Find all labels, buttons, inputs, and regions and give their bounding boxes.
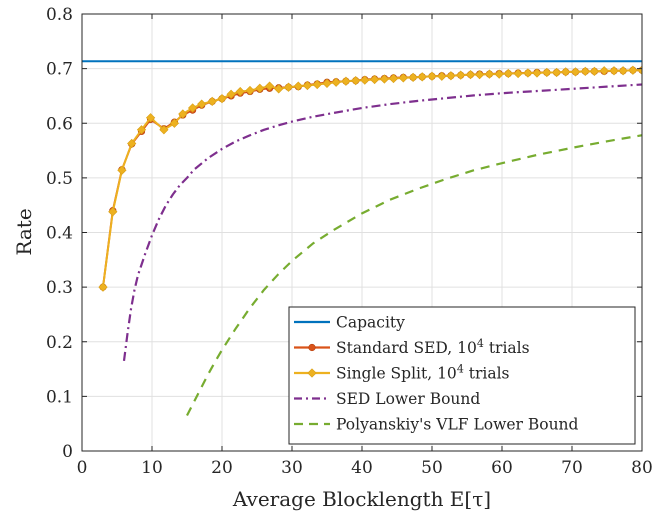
legend-label: Standard SED, 104 trials <box>336 337 530 357</box>
x-axis-title: Average Blocklength E[τ] <box>232 487 491 511</box>
legend: Capacity Standard SED, 104 trials Single S… <box>288 306 636 445</box>
data-point <box>456 70 466 80</box>
data-point <box>532 68 542 78</box>
data-point <box>465 70 476 80</box>
data-point <box>446 71 456 81</box>
legend-box <box>288 306 636 445</box>
y-tick-label: 0.6 <box>46 114 73 134</box>
series-3 <box>122 83 642 362</box>
x-tick-label: 0 <box>77 458 88 478</box>
series-line <box>186 134 642 416</box>
data-point <box>127 138 137 149</box>
y-tick-label: 0.8 <box>46 5 73 25</box>
data-point <box>274 84 284 94</box>
x-tick-label: 10 <box>141 458 163 478</box>
x-tick-label: 30 <box>281 458 303 478</box>
legend-marker <box>308 343 316 352</box>
data-point <box>322 78 332 88</box>
x-tick-label: 50 <box>421 458 443 478</box>
data-point <box>255 83 265 93</box>
data-point <box>302 80 313 91</box>
data-point <box>417 72 427 82</box>
data-point <box>570 67 581 77</box>
data-point <box>178 109 188 119</box>
data-point <box>474 70 485 80</box>
y-tick-label: 0.2 <box>46 333 73 353</box>
data-point <box>98 282 108 292</box>
data-point <box>523 68 533 78</box>
data-point <box>341 76 351 86</box>
data-point <box>561 67 571 77</box>
data-point <box>217 94 227 104</box>
data-point <box>503 68 513 79</box>
data-point <box>245 85 255 96</box>
series-4 <box>186 134 642 416</box>
data-point <box>437 71 447 81</box>
y-tick-label: 0.5 <box>46 169 73 189</box>
y-axis-title: Rate <box>12 208 36 255</box>
x-tick-label: 20 <box>211 458 233 478</box>
legend-marker <box>307 368 317 378</box>
data-point <box>427 71 437 81</box>
data-point <box>360 75 370 85</box>
data-point <box>513 68 523 79</box>
data-point <box>369 74 380 85</box>
data-point <box>599 66 609 76</box>
series-2 <box>98 65 642 292</box>
series-line <box>122 83 642 362</box>
data-point <box>117 165 127 175</box>
y-tick-label: 0.1 <box>46 387 73 407</box>
data-point <box>283 82 294 92</box>
y-tick-label: 0.4 <box>46 224 73 244</box>
legend-label: SED Lower Bound <box>336 390 480 408</box>
data-point <box>235 86 245 97</box>
data-point <box>145 113 156 123</box>
data-point <box>609 66 619 76</box>
data-point <box>293 81 303 91</box>
x-tick-label: 40 <box>351 458 373 478</box>
data-point <box>494 69 504 79</box>
legend-label: Capacity <box>336 314 405 332</box>
axis-ticks: 0 10 20 30 40 50 60 70 80 0 0.1 0.2 0.3 0.4 0.5 0.6 0.7 0… <box>46 5 653 478</box>
data-point <box>226 89 236 99</box>
y-tick-label: 0.3 <box>46 278 73 298</box>
data-point <box>351 76 361 86</box>
x-tick-label: 70 <box>561 458 583 478</box>
data-point <box>108 207 118 217</box>
x-tick-label: 80 <box>631 458 653 478</box>
data-point <box>207 96 217 107</box>
data-point <box>197 99 207 109</box>
data-point <box>628 65 638 75</box>
data-point <box>159 125 169 135</box>
data-point <box>398 73 408 83</box>
data-point <box>264 81 275 91</box>
data-point <box>136 125 147 135</box>
data-point <box>589 66 600 76</box>
data-point <box>331 77 341 87</box>
data-point <box>580 66 590 76</box>
y-tick-label: 0.7 <box>46 60 73 80</box>
data-point <box>187 103 198 113</box>
data-point <box>542 67 552 78</box>
legend-label: Single Split, 104 trials <box>336 363 510 383</box>
data-point <box>379 74 390 84</box>
data-point <box>388 73 399 84</box>
data-point <box>618 66 628 76</box>
data-point <box>408 72 418 82</box>
data-point <box>551 67 562 78</box>
data-point <box>169 118 180 128</box>
x-tick-label: 60 <box>491 458 513 478</box>
data-point <box>312 79 322 90</box>
legend-label: Polyanskiy's VLF Lower Bound <box>336 416 579 434</box>
data-point <box>484 69 495 79</box>
series-layer <box>82 60 642 416</box>
y-tick-label: 0 <box>62 442 73 462</box>
